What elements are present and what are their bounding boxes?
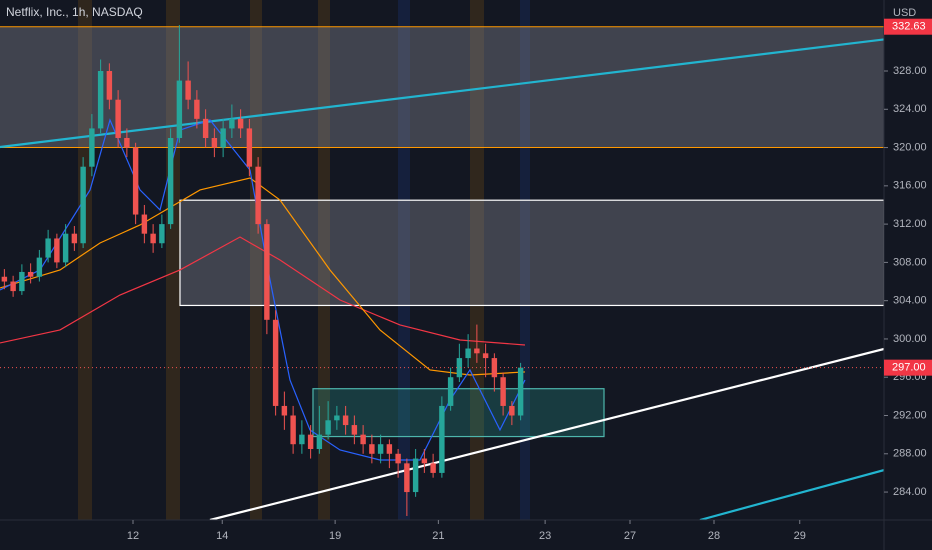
y-tick-label: 300.00 (893, 333, 927, 345)
candle-body (132, 147, 139, 215)
candle-body (255, 166, 261, 225)
candle-body (1, 276, 8, 282)
candle-body (360, 434, 366, 445)
candle-body (386, 444, 393, 454)
x-tick-label: 28 (708, 530, 720, 542)
candle-body (185, 80, 191, 100)
x-tick-label: 14 (216, 530, 228, 542)
candle-body (342, 415, 349, 426)
candle-body (307, 434, 314, 449)
trendline (209, 347, 884, 520)
x-tick-label: 19 (329, 530, 341, 542)
y-tick-label: 304.00 (893, 295, 927, 307)
candle-body (71, 233, 78, 244)
candle-body (80, 166, 86, 244)
price-label: 332.63 (892, 21, 926, 33)
candle-body (176, 80, 183, 138)
y-tick-label: 312.00 (893, 218, 927, 230)
candle-body (369, 444, 375, 454)
candle-body (351, 425, 358, 435)
candle-body (421, 458, 428, 464)
candle-body (491, 358, 498, 378)
candle-body (509, 405, 515, 416)
candle-body (237, 118, 244, 129)
candle-body (89, 128, 95, 167)
x-tick-label: 21 (432, 530, 444, 542)
candle-body (141, 214, 148, 234)
candle-body (517, 367, 524, 416)
y-tick-label: 284.00 (893, 486, 927, 498)
candle-body (27, 271, 34, 277)
candle-body (299, 434, 305, 445)
plot-area (0, 25, 884, 520)
y-tick-label: 292.00 (893, 409, 927, 421)
price-tag (884, 18, 932, 35)
candle-body (316, 434, 323, 449)
candle-body (456, 358, 463, 378)
y-tick-label: 316.00 (893, 180, 927, 192)
candle-body (395, 453, 401, 464)
candle-body (272, 319, 279, 406)
candle-body (10, 281, 16, 292)
candle-body (447, 377, 454, 406)
zone (0, 26, 884, 148)
candle-body (500, 377, 506, 406)
indicator-line (0, 177, 526, 376)
candle-body (439, 405, 445, 473)
y-tick-label: 288.00 (893, 448, 927, 460)
candle-body (412, 458, 419, 493)
price-label: 297.00 (892, 362, 926, 374)
candle-body (36, 257, 43, 277)
y-tick-label: 320.00 (893, 141, 927, 153)
candle-body (290, 415, 296, 445)
candle-body (404, 463, 410, 493)
candle-body (45, 238, 51, 258)
price-tag (884, 359, 932, 376)
candle-body (377, 444, 384, 454)
candle-body (54, 238, 60, 263)
trendline (699, 468, 884, 520)
candle-body (202, 118, 209, 138)
candle-body (465, 348, 471, 359)
x-tick-label: 29 (794, 530, 806, 542)
y-tick-label: 328.00 (893, 65, 927, 77)
x-tick-label: 27 (624, 530, 636, 542)
candle-body (264, 224, 270, 320)
x-tick-label: 23 (539, 530, 551, 542)
candle-body (246, 128, 253, 167)
currency: USD (893, 7, 916, 19)
y-tick-label: 324.00 (893, 103, 927, 115)
candle-body (220, 128, 226, 148)
candle-body (150, 233, 156, 244)
candle-body (106, 71, 113, 100)
candle-body (115, 99, 121, 138)
trendline (0, 38, 884, 149)
indicator-line (0, 236, 526, 346)
zone (312, 388, 605, 438)
candle-body (474, 348, 480, 354)
candle-body (167, 137, 174, 225)
candle-body (19, 271, 25, 292)
candle-body (62, 233, 69, 263)
candle-body (281, 405, 288, 416)
candle-body (211, 137, 218, 148)
candle-body (430, 463, 436, 473)
candle-body (97, 71, 104, 129)
y-tick-label: 308.00 (893, 256, 927, 268)
candle-body (124, 137, 130, 148)
zone (179, 199, 884, 307)
x-tick-label: 12 (127, 530, 139, 542)
candle-body (482, 353, 489, 359)
candle-body (194, 99, 200, 119)
candle-body (325, 420, 331, 435)
candle-body (334, 415, 340, 421)
candle-body (229, 118, 235, 129)
chart-title: Netflix, Inc., 1h, NASDAQ (6, 5, 143, 19)
candle-body (159, 224, 165, 244)
